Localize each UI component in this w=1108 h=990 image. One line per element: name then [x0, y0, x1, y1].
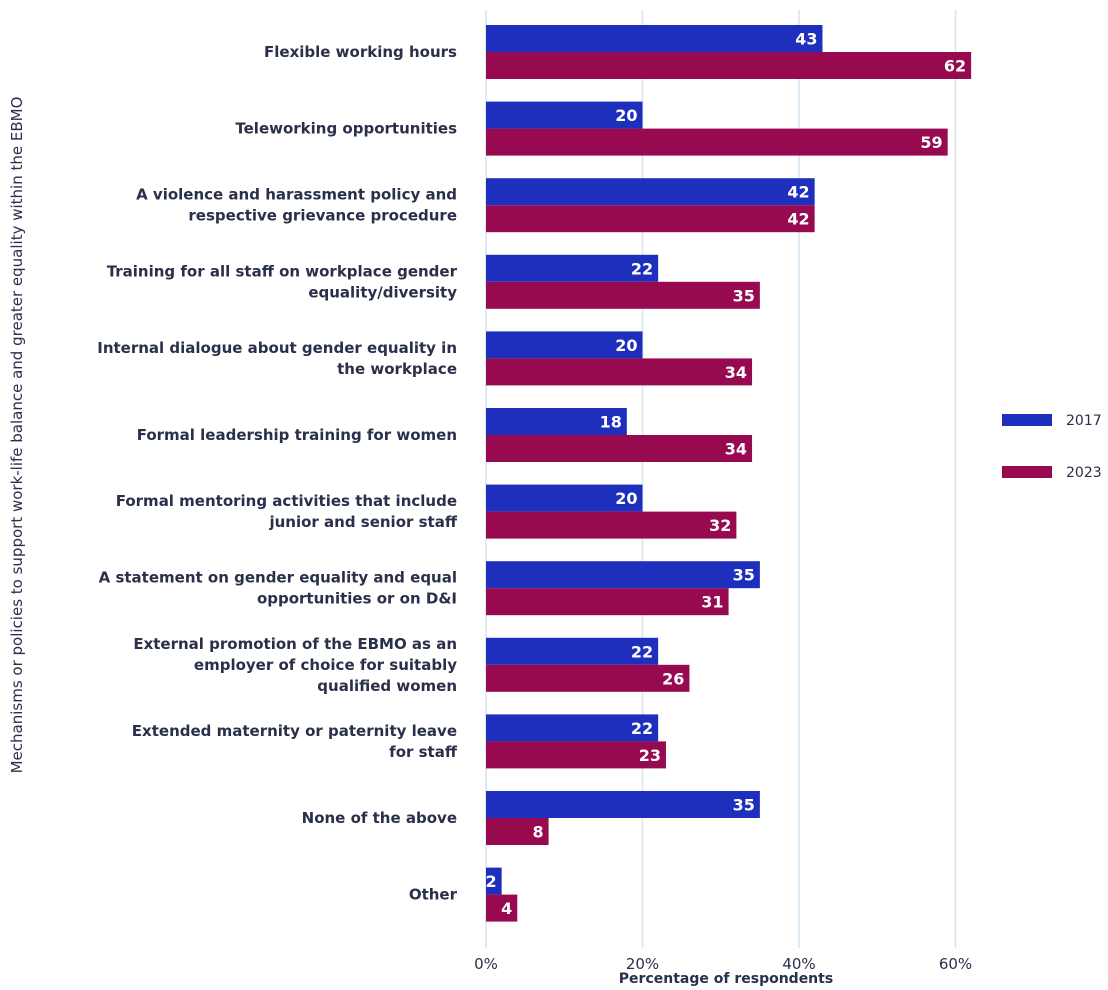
bar-2017 — [486, 714, 659, 742]
bar-value-label: 32 — [709, 516, 731, 535]
x-tick-label: 60% — [939, 955, 972, 973]
bar-value-label: 20 — [615, 489, 637, 508]
category-label: Flexible working hours — [264, 43, 457, 61]
category-label: junior and senior staff — [268, 513, 457, 531]
bar-2023 — [486, 588, 729, 616]
x-tick-label: 40% — [782, 955, 815, 973]
bar-2017 — [486, 254, 659, 282]
bar-value-label: 4 — [501, 899, 512, 918]
category-label: Training for all staff on workplace gend… — [107, 262, 458, 280]
bar-value-label: 2 — [486, 872, 497, 891]
category-label: opportunities or on D&I — [257, 590, 457, 608]
bar-2017 — [486, 637, 659, 665]
category-label: Formal mentoring activities that include — [116, 492, 457, 510]
bar-value-label: 34 — [725, 440, 747, 459]
bar-2023 — [486, 435, 753, 462]
bar-2023 — [486, 128, 948, 156]
bar-value-label: 35 — [733, 566, 755, 585]
bar-value-label: 20 — [615, 336, 637, 355]
bar-value-label: 35 — [733, 796, 755, 815]
legend-label: 2023 — [1066, 465, 1102, 481]
bar-2023 — [486, 894, 518, 922]
bar-value-label: 18 — [600, 413, 622, 432]
bar-2023 — [486, 741, 666, 769]
bar-2017 — [486, 25, 823, 52]
category-label: A statement on gender equality and equal — [99, 569, 457, 587]
bar-2023 — [486, 358, 753, 386]
bar-2023 — [486, 818, 549, 845]
bar-2017 — [486, 101, 643, 129]
bar-value-label: 22 — [631, 259, 653, 278]
category-label: Formal leadership training for women — [137, 426, 457, 444]
y-axis-title: Mechanisms or policies to support work-l… — [8, 97, 26, 774]
category-label: equality/diversity — [308, 283, 457, 301]
legend-swatch-2023 — [1002, 466, 1052, 478]
bar-value-label: 8 — [532, 823, 543, 842]
bar-2017 — [486, 408, 627, 435]
bar-value-label: 26 — [662, 669, 684, 688]
category-label: A violence and harassment policy and — [136, 186, 457, 204]
category-label: External promotion of the EBMO as an — [133, 635, 457, 653]
bar-value-label: 31 — [701, 593, 723, 612]
bar-value-label: 34 — [725, 363, 747, 382]
bar-value-label: 62 — [944, 57, 966, 76]
category-label: for staff — [389, 743, 458, 761]
category-label: Extended maternity or paternity leave — [132, 722, 457, 740]
category-label: respective grievance procedure — [188, 207, 457, 225]
category-label: the workplace — [337, 360, 457, 378]
bar-2017 — [486, 331, 643, 359]
category-labels: Flexible working hours Teleworking opport… — [97, 43, 458, 904]
x-tick-labels: 0% 20% 40% 60% — [474, 955, 972, 973]
bar-value-label: 22 — [631, 642, 653, 661]
bars: 4362205942422235203418342032353122262223… — [486, 25, 972, 922]
bar-2023 — [486, 511, 737, 539]
category-label: qualified women — [317, 677, 457, 695]
legend-label: 2017 — [1066, 413, 1102, 429]
category-label: None of the above — [302, 809, 457, 827]
bar-2023 — [486, 664, 690, 692]
bar-2023 — [486, 52, 972, 79]
category-label: Other — [409, 886, 458, 904]
legend: 2017 2023 — [1002, 413, 1102, 481]
bar-2017 — [486, 484, 643, 512]
bar-2017 — [486, 867, 502, 895]
bar-value-label: 43 — [795, 30, 817, 49]
x-axis-title: Percentage of respondents — [619, 971, 833, 987]
bar-value-label: 59 — [920, 133, 942, 152]
bar-value-label: 42 — [787, 183, 809, 202]
category-label: Teleworking opportunities — [235, 120, 457, 138]
category-label: employer of choice for suitably — [194, 656, 457, 674]
bar-value-label: 22 — [631, 719, 653, 738]
bar-2023 — [486, 281, 760, 309]
legend-swatch-2017 — [1002, 414, 1052, 426]
bar-value-label: 23 — [639, 746, 661, 765]
bar-2017 — [486, 561, 760, 589]
bar-2017 — [486, 791, 760, 818]
bar-2017 — [486, 178, 815, 206]
bar-2023 — [486, 205, 815, 233]
bar-value-label: 20 — [615, 106, 637, 125]
bar-value-label: 42 — [787, 210, 809, 229]
x-tick-label: 0% — [474, 955, 498, 973]
bar-value-label: 35 — [733, 286, 755, 305]
category-label: Internal dialogue about gender equality … — [97, 339, 457, 357]
x-tick-label: 20% — [626, 955, 659, 973]
